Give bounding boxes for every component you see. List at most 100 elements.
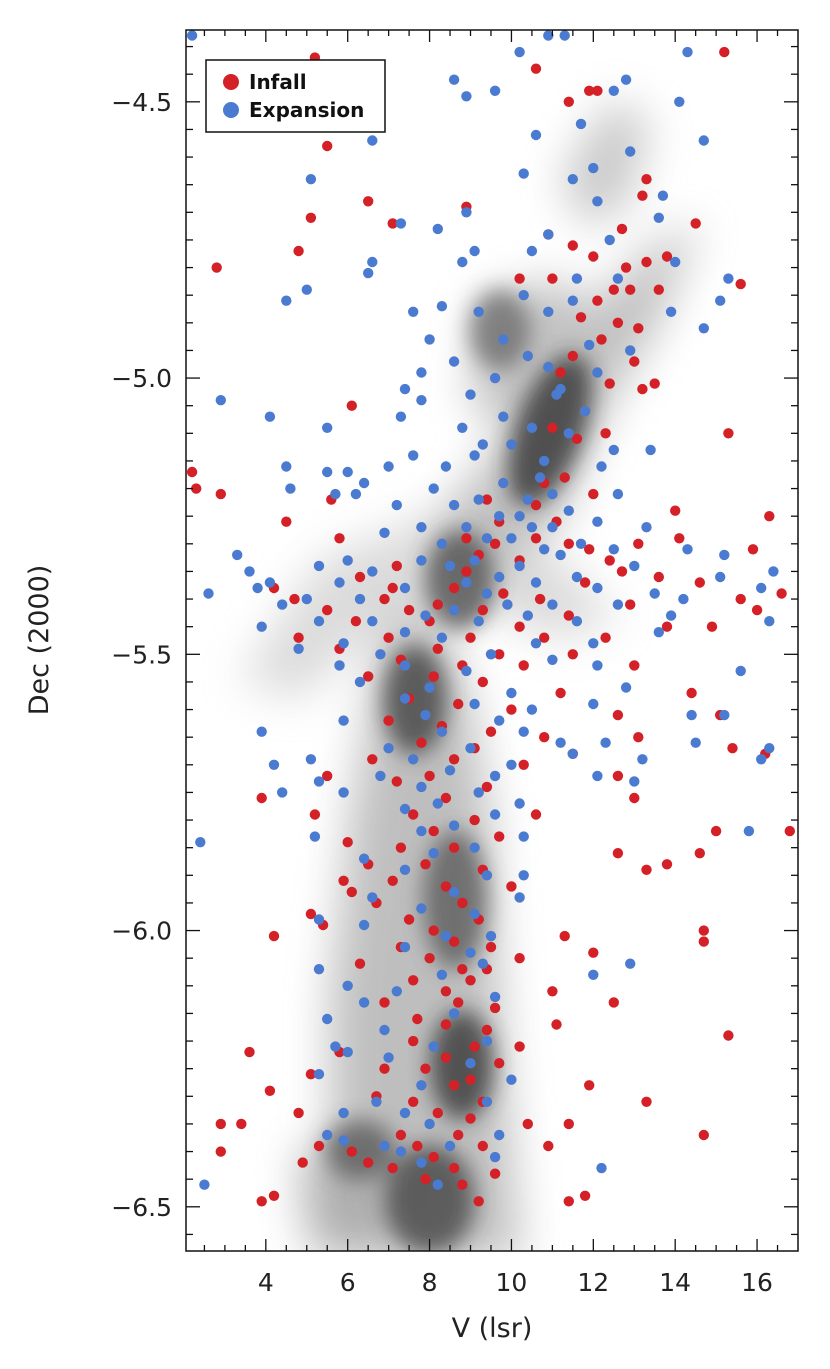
data-point-expansion [305,174,317,185]
data-point-expansion [342,466,353,478]
data-point-expansion [575,118,587,130]
data-point-infall [723,1030,734,1041]
data-point-infall [293,245,304,257]
data-point-expansion [301,284,312,295]
data-point-infall [457,964,468,975]
data-point-infall [604,378,615,389]
data-point-infall [784,825,795,837]
data-point-expansion [358,997,370,1008]
data-point-infall [637,190,648,201]
data-point-infall [592,85,603,97]
data-point-expansion [579,406,591,417]
data-point-expansion [469,698,480,710]
data-point-infall [563,1196,574,1207]
data-point-infall [305,1069,317,1080]
x-tick-label: 12 [577,1268,609,1297]
data-point-expansion [322,422,333,433]
data-point-expansion [285,483,296,494]
data-point-expansion [547,599,558,610]
data-point-infall [751,604,763,616]
legend: Infall Expansion [205,59,386,133]
data-point-infall [588,251,599,262]
data-point-infall [489,538,501,549]
data-point-infall [236,1118,247,1130]
data-point-expansion [629,560,640,572]
data-point-infall [567,649,578,660]
data-point-expansion [543,306,554,317]
data-point-expansion [469,842,480,853]
data-point-infall [579,1190,591,1202]
data-point-infall [592,295,603,306]
data-point-expansion [420,610,431,621]
data-point-expansion [506,439,517,450]
data-point-infall [608,997,619,1008]
data-point-expansion [301,593,312,605]
data-point-infall [408,975,419,986]
data-point-infall [211,262,222,273]
data-point-expansion [367,256,378,268]
data-point-infall [494,1058,505,1069]
data-point-expansion [448,604,460,616]
legend-marker-expansion [223,102,239,118]
data-point-infall [706,621,718,632]
data-point-infall [215,1146,226,1157]
data-point-expansion [416,903,427,914]
data-point-infall [477,604,488,616]
data-point-infall [584,85,595,97]
data-point-expansion [489,770,501,782]
data-point-infall [641,174,652,185]
data-point-expansion [256,621,267,632]
data-point-infall [747,544,759,555]
data-point-expansion [563,505,574,516]
data-point-expansion [395,411,407,422]
data-point-infall [698,925,709,936]
data-point-expansion [489,1151,501,1163]
data-point-expansion [592,367,603,378]
data-point-expansion [665,610,677,621]
data-point-expansion [436,538,448,549]
data-point-expansion [641,522,652,533]
data-point-expansion [461,665,472,677]
data-point-infall [563,96,574,108]
data-point-infall [338,875,349,886]
data-point-expansion [489,809,501,820]
data-point-infall [363,1157,374,1168]
data-point-infall [637,383,648,395]
data-point-expansion [342,555,353,566]
x-tick-label: 8 [422,1268,438,1297]
data-point-infall [453,698,464,710]
y-axis-title: Dec (2000) [24,565,55,716]
data-point-expansion [682,46,693,58]
data-point-infall [448,842,460,853]
data-point-expansion [559,30,570,41]
data-point-expansion [399,693,411,704]
data-point-infall [453,1129,464,1141]
data-point-infall [322,770,333,782]
data-point-expansion [305,754,317,765]
legend-label-expansion: Expansion [249,98,364,122]
data-point-expansion [338,1107,349,1119]
data-point-infall [547,273,558,284]
data-point-infall [293,1107,304,1119]
data-point-infall [424,770,435,782]
data-point-infall [584,1080,595,1091]
data-point-expansion [428,1041,439,1052]
data-point-infall [387,582,398,594]
data-point-expansion [481,870,493,881]
data-point-infall [551,1019,562,1030]
data-point-expansion [399,1107,411,1119]
data-point-infall [596,334,607,345]
y-tick-label: −5.5 [111,640,172,669]
data-point-expansion [612,488,624,500]
data-point-expansion [334,660,345,671]
data-point-infall [297,1157,308,1168]
data-point-expansion [596,1162,607,1174]
data-point-expansion [391,986,402,997]
data-point-infall [670,505,681,516]
data-point-infall [600,428,611,439]
data-point-infall [432,643,443,654]
data-point-expansion [764,616,775,627]
data-point-expansion [473,494,484,505]
data-point-infall [506,704,517,715]
data-point-expansion [432,798,443,809]
